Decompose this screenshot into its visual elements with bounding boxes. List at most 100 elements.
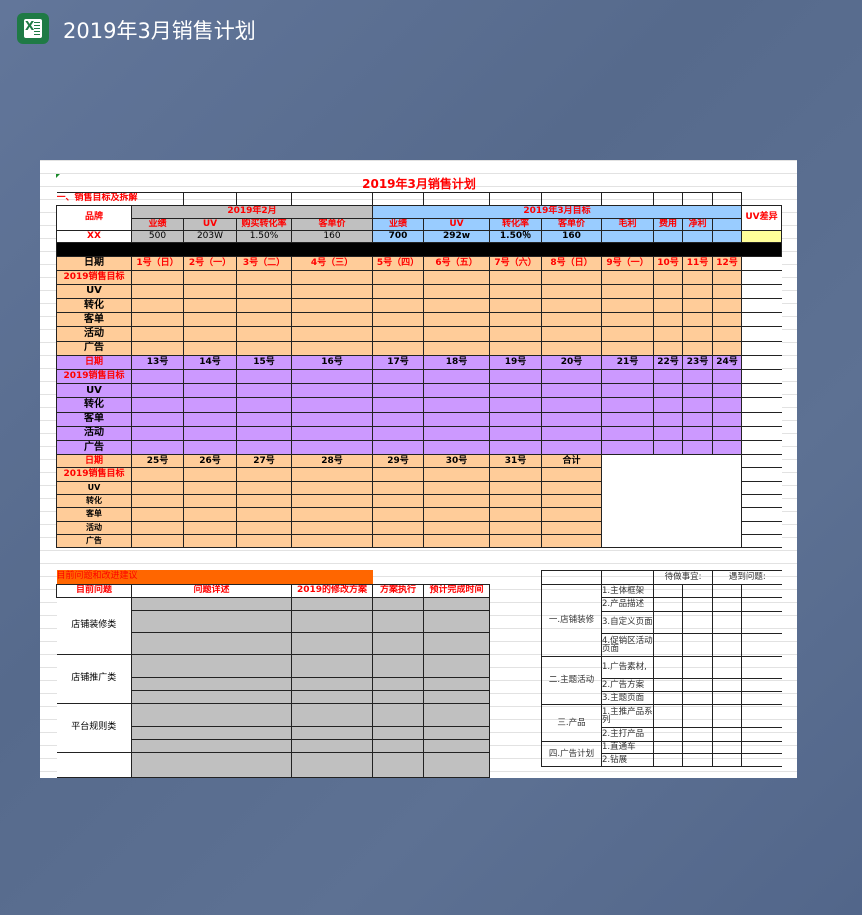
target-cell[interactable] — [541, 269, 602, 285]
issue-cell[interactable] — [131, 725, 292, 740]
target-cell[interactable] — [653, 326, 683, 342]
issue-cell[interactable] — [131, 689, 292, 704]
todo-cell[interactable] — [741, 611, 782, 634]
feb-value[interactable]: 203W — [183, 229, 237, 243]
empty-cell[interactable] — [541, 191, 602, 206]
target-cell[interactable] — [236, 520, 292, 535]
target-cell[interactable] — [682, 298, 713, 314]
issue-cell[interactable] — [423, 689, 491, 704]
target-cell[interactable] — [682, 368, 713, 385]
target-cell[interactable] — [682, 283, 713, 300]
issue-cell[interactable] — [290, 751, 374, 778]
target-cell[interactable] — [541, 439, 602, 456]
empty-cell[interactable] — [682, 191, 713, 206]
target-cell[interactable] — [489, 312, 542, 328]
target-cell[interactable] — [601, 383, 654, 399]
target-cell[interactable] — [236, 283, 292, 300]
target-cell[interactable] — [489, 533, 542, 549]
target-cell[interactable] — [712, 368, 742, 385]
todo-cell[interactable] — [712, 727, 742, 742]
target-cell[interactable] — [183, 480, 237, 496]
target-cell[interactable] — [682, 439, 713, 456]
target-cell[interactable] — [372, 397, 424, 413]
todo-cell[interactable] — [741, 678, 782, 692]
todo-cell[interactable] — [653, 633, 683, 657]
todo-cell[interactable] — [741, 656, 782, 679]
target-cell[interactable] — [291, 397, 373, 413]
issue-cell[interactable] — [131, 676, 292, 691]
target-cell[interactable] — [423, 298, 490, 314]
target-cell[interactable] — [183, 383, 237, 399]
target-cell[interactable] — [372, 298, 424, 314]
target-cell[interactable] — [423, 283, 490, 300]
target-cell[interactable] — [423, 439, 490, 456]
target-cell[interactable] — [541, 397, 602, 413]
target-cell[interactable] — [541, 520, 602, 535]
target-cell[interactable] — [423, 480, 490, 496]
mar-value[interactable]: 700 — [372, 229, 424, 243]
target-cell[interactable] — [653, 439, 683, 456]
todo-cell[interactable] — [682, 678, 713, 692]
target-cell[interactable] — [423, 326, 490, 342]
target-cell[interactable] — [489, 411, 542, 427]
target-cell[interactable] — [489, 283, 542, 300]
target-cell[interactable] — [183, 425, 237, 441]
target-cell[interactable] — [712, 383, 742, 399]
target-cell[interactable] — [236, 467, 292, 482]
issue-cell[interactable] — [423, 676, 491, 691]
issue-cell[interactable] — [290, 725, 374, 740]
issue-cell[interactable] — [372, 751, 425, 778]
target-cell[interactable] — [236, 411, 292, 427]
target-cell[interactable] — [489, 368, 542, 385]
target-cell[interactable] — [236, 494, 292, 509]
target-cell[interactable] — [423, 425, 490, 441]
target-cell[interactable] — [541, 425, 602, 441]
target-cell[interactable] — [541, 507, 602, 522]
target-cell[interactable] — [601, 269, 654, 285]
target-cell[interactable] — [183, 397, 237, 413]
target-cell[interactable] — [372, 425, 424, 441]
mar-value[interactable]: 1.50％ — [489, 229, 542, 243]
target-cell[interactable] — [541, 494, 602, 509]
issue-cell[interactable] — [423, 609, 491, 633]
target-cell[interactable] — [423, 368, 490, 385]
issue-cell[interactable] — [423, 596, 491, 611]
target-cell[interactable] — [183, 507, 237, 522]
issue-cell[interactable] — [131, 738, 292, 753]
target-cell[interactable] — [291, 312, 373, 328]
target-cell[interactable] — [183, 533, 237, 549]
target-cell[interactable] — [682, 411, 713, 427]
target-cell[interactable] — [682, 312, 713, 328]
target-cell[interactable] — [131, 397, 184, 413]
issue-cell[interactable] — [290, 702, 374, 727]
target-cell[interactable] — [489, 480, 542, 496]
target-cell[interactable] — [541, 283, 602, 300]
target-cell[interactable] — [423, 533, 490, 549]
issue-cell[interactable] — [290, 631, 374, 655]
target-cell[interactable] — [291, 368, 373, 385]
issue-cell[interactable] — [372, 596, 425, 611]
uv-diff-value[interactable] — [741, 229, 782, 243]
empty-cell[interactable] — [183, 191, 237, 206]
todo-cell[interactable] — [712, 633, 742, 657]
target-cell[interactable] — [601, 425, 654, 441]
target-cell[interactable] — [372, 480, 424, 496]
empty-cell[interactable] — [601, 191, 654, 206]
target-cell[interactable] — [489, 326, 542, 342]
issue-cell[interactable] — [290, 676, 374, 691]
target-cell[interactable] — [601, 326, 654, 342]
target-cell[interactable] — [541, 411, 602, 427]
todo-cell[interactable] — [682, 633, 713, 657]
todo-cell[interactable] — [682, 611, 713, 634]
todo-cell[interactable] — [653, 691, 683, 705]
target-cell[interactable] — [423, 397, 490, 413]
target-cell[interactable] — [372, 507, 424, 522]
target-cell[interactable] — [131, 480, 184, 496]
target-cell[interactable] — [291, 467, 373, 482]
issue-cell[interactable] — [372, 631, 425, 655]
target-cell[interactable] — [236, 312, 292, 328]
issue-cell[interactable] — [290, 609, 374, 633]
target-cell[interactable] — [489, 507, 542, 522]
target-cell[interactable] — [291, 340, 373, 356]
target-cell[interactable] — [601, 298, 654, 314]
